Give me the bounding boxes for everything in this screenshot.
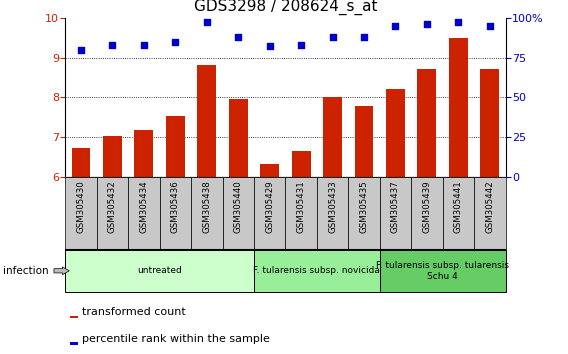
Text: GSM305438: GSM305438: [202, 181, 211, 233]
Bar: [411, 177, 442, 250]
Text: untreated: untreated: [137, 266, 182, 275]
Point: [296, 42, 306, 47]
Point: [265, 44, 274, 49]
Bar: [198, 65, 216, 177]
Bar: [223, 177, 254, 250]
Text: F. tularensis subsp. novicida: F. tularensis subsp. novicida: [253, 266, 381, 275]
Text: GSM305429: GSM305429: [265, 181, 274, 233]
Text: GSM305432: GSM305432: [108, 181, 117, 233]
Text: GSM305440: GSM305440: [234, 181, 243, 233]
Bar: [160, 177, 191, 250]
Text: GSM305435: GSM305435: [360, 181, 369, 233]
Title: GDS3298 / 208624_s_at: GDS3298 / 208624_s_at: [194, 0, 377, 15]
Bar: [474, 177, 506, 250]
Text: GSM305431: GSM305431: [296, 181, 306, 233]
Bar: [417, 69, 436, 177]
Point: [233, 34, 243, 40]
Bar: [135, 130, 153, 177]
Bar: [128, 177, 160, 250]
Bar: [442, 177, 474, 250]
Point: [139, 42, 148, 47]
Text: GSM305430: GSM305430: [77, 181, 86, 233]
Text: percentile rank within the sample: percentile rank within the sample: [82, 333, 270, 343]
Point: [108, 42, 117, 47]
Bar: [386, 88, 405, 177]
Bar: [380, 177, 411, 250]
Bar: [72, 148, 90, 177]
Text: GSM305437: GSM305437: [391, 181, 400, 233]
Bar: [285, 177, 317, 250]
Text: GSM305434: GSM305434: [139, 181, 148, 233]
Bar: [103, 136, 122, 177]
Point: [391, 23, 400, 28]
Point: [485, 23, 494, 28]
Bar: [323, 97, 342, 177]
Point: [423, 21, 432, 27]
Point: [454, 19, 463, 25]
Bar: [354, 106, 373, 177]
Bar: [380, 250, 506, 292]
Text: GSM305441: GSM305441: [454, 181, 463, 233]
Point: [171, 39, 180, 44]
Text: transformed count: transformed count: [82, 307, 186, 317]
Bar: [254, 177, 285, 250]
Point: [202, 19, 211, 25]
Text: GSM305439: GSM305439: [423, 181, 432, 233]
Bar: [166, 116, 185, 177]
Bar: [97, 177, 128, 250]
Bar: [348, 177, 380, 250]
Point: [360, 34, 369, 40]
Bar: [65, 250, 254, 292]
Bar: [70, 342, 78, 345]
Text: infection: infection: [3, 266, 48, 276]
Bar: [229, 99, 248, 177]
Text: F. tularensis subsp. tularensis
Schu 4: F. tularensis subsp. tularensis Schu 4: [376, 261, 509, 280]
Bar: [260, 164, 279, 177]
Text: GSM305436: GSM305436: [171, 181, 180, 233]
Bar: [254, 250, 380, 292]
Bar: [317, 177, 348, 250]
Text: GSM305442: GSM305442: [485, 181, 494, 233]
Bar: [481, 69, 499, 177]
Bar: [449, 38, 468, 177]
Bar: [65, 177, 97, 250]
Bar: [292, 151, 311, 177]
Bar: [191, 177, 223, 250]
Point: [328, 34, 337, 40]
Point: [77, 47, 86, 52]
Bar: [70, 316, 78, 318]
Text: GSM305433: GSM305433: [328, 181, 337, 233]
